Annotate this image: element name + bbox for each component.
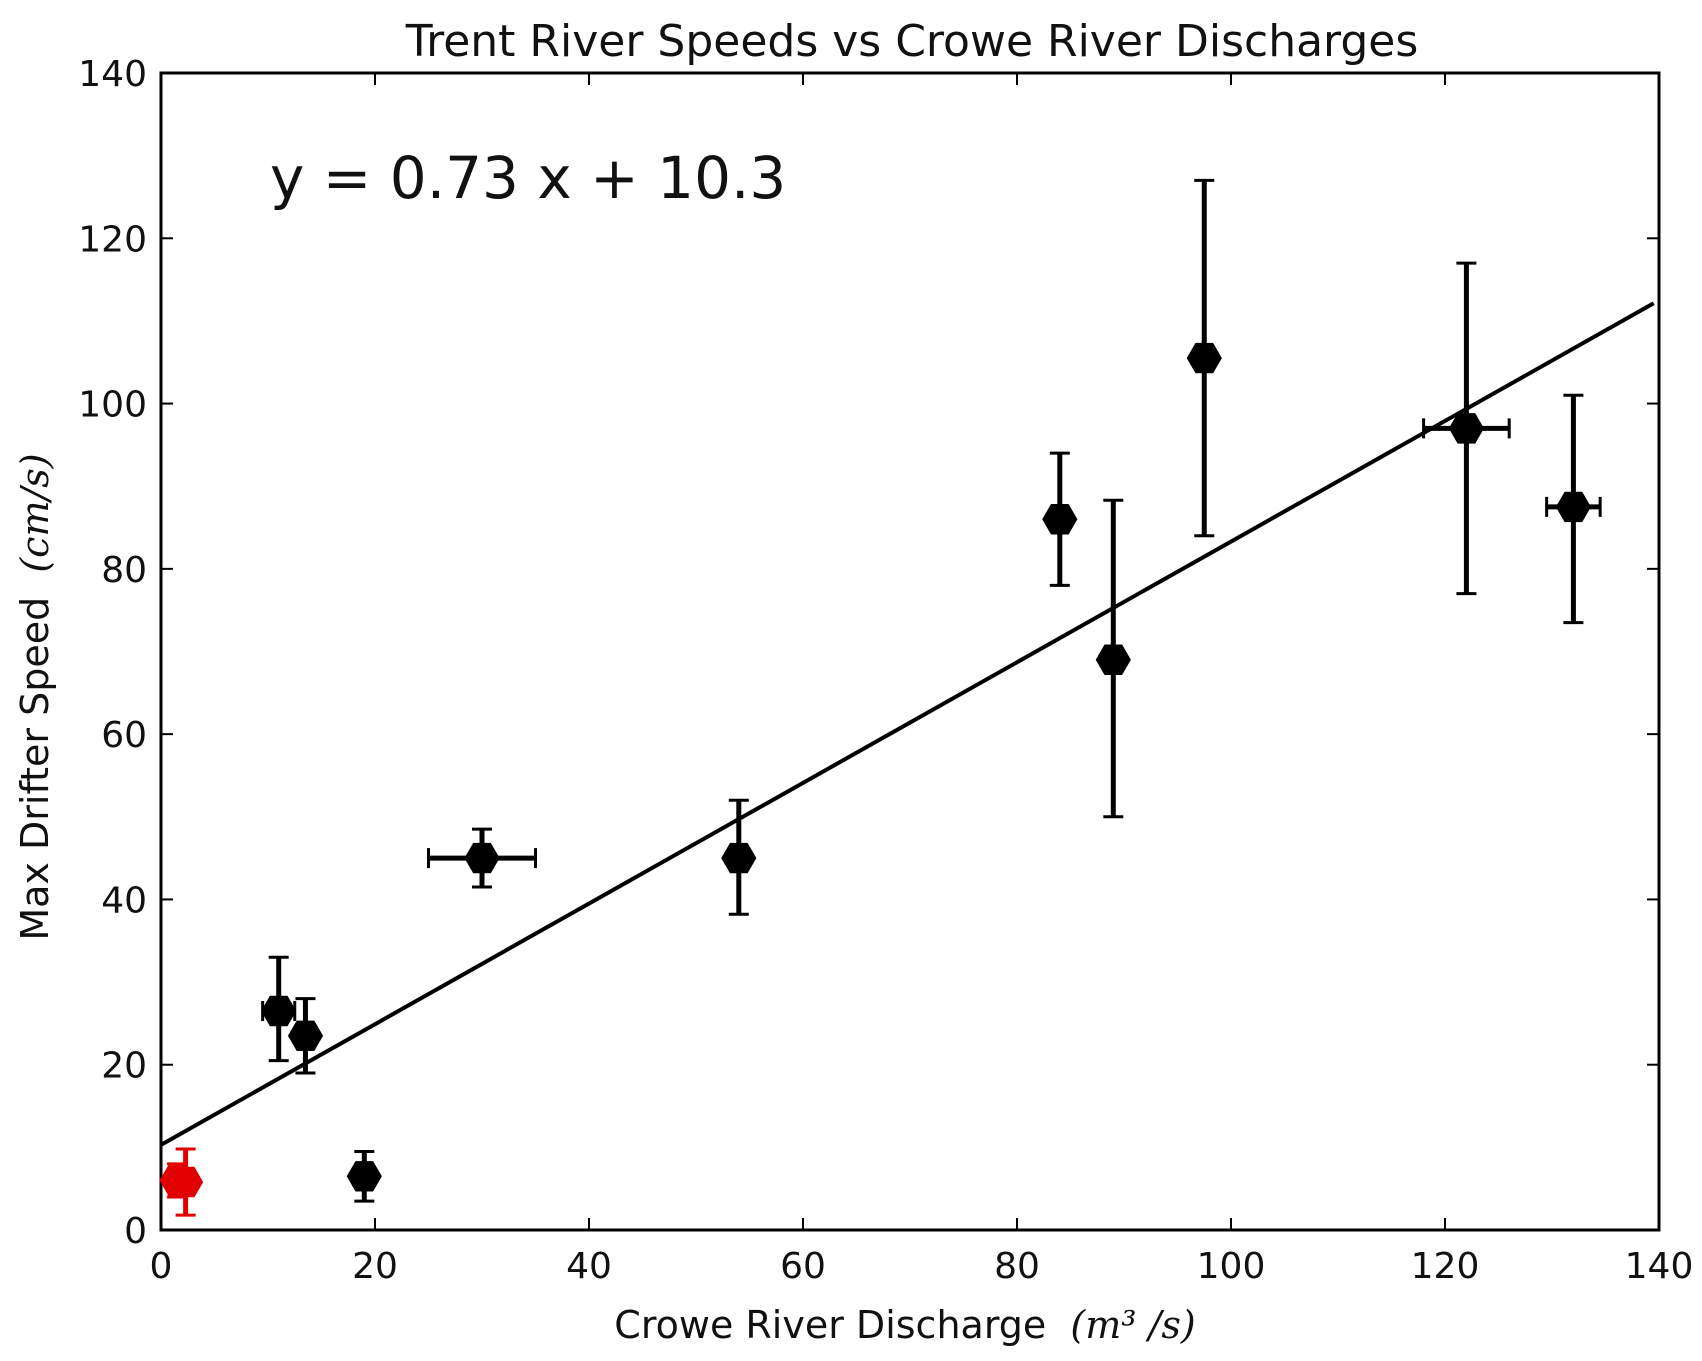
data-point [721, 798, 757, 916]
data-point [1042, 451, 1078, 587]
y-tick-label: 120 [78, 219, 147, 260]
x-axis-units: (m³ /s) [1070, 1303, 1195, 1347]
y-tick-label: 80 [101, 550, 147, 591]
data-point [1095, 498, 1131, 819]
point-marker [1555, 491, 1591, 523]
y-tick-label: 60 [101, 715, 147, 756]
y-tick-label: 0 [124, 1211, 147, 1252]
x-tick-label: 60 [780, 1246, 826, 1287]
fit-equation-label: y = 0.73 x + 10.3 [270, 144, 786, 212]
x-axis-label-text: Crowe River Discharge [614, 1303, 1046, 1347]
x-tick-label: 140 [1625, 1246, 1694, 1287]
y-tick-label: 140 [78, 54, 147, 95]
x-tick-label: 20 [352, 1246, 398, 1287]
point-marker [168, 1166, 204, 1198]
fit-line [160, 301, 1655, 1147]
data-point [346, 1149, 382, 1203]
data-point [1186, 178, 1222, 538]
x-tick-label: 0 [150, 1246, 173, 1287]
point-marker [721, 842, 757, 874]
point-marker [287, 1020, 324, 1051]
data-point [427, 827, 537, 889]
data-point [287, 997, 324, 1075]
plot-border [159, 71, 1661, 1232]
axis-ticks-layer: 0 20 40 60 80 100 120 140 0 20 40 60 80 100 120 140 [78, 54, 1693, 1287]
y-tick-label: 40 [101, 880, 147, 921]
chart-title: Trent River Speeds vs Crowe River Discha… [405, 16, 1419, 67]
plot-area [159, 71, 1661, 1232]
x-axis-label: Crowe River Discharge (m³ /s) [614, 1303, 1195, 1347]
y-axis-label: Max Drifter Speed (cm/s) [13, 453, 57, 940]
data-point [1545, 393, 1602, 625]
point-marker [1042, 504, 1078, 535]
y-axis-label-text: Max Drifter Speed [13, 597, 57, 941]
point-marker [1448, 413, 1484, 444]
series-red [159, 1147, 204, 1217]
data-point [168, 1147, 204, 1217]
series-main [261, 178, 1602, 1203]
x-tick-label: 40 [566, 1246, 612, 1287]
y-axis-units: (cm/s) [13, 453, 57, 572]
point-marker [464, 842, 500, 874]
point-marker [1186, 342, 1222, 374]
point-marker [1095, 644, 1131, 675]
y-tick-label: 20 [101, 1046, 147, 1087]
x-tick-label: 120 [1411, 1246, 1480, 1287]
x-tick-label: 100 [1197, 1246, 1266, 1287]
point-marker [346, 1161, 382, 1192]
point-marker [261, 995, 297, 1027]
fit-line-layer [160, 301, 1655, 1147]
x-tick-label: 80 [994, 1246, 1040, 1287]
y-tick-label: 100 [78, 385, 147, 426]
data-point [261, 955, 297, 1063]
data-point [1422, 261, 1511, 596]
data-points-layer [159, 178, 1602, 1217]
